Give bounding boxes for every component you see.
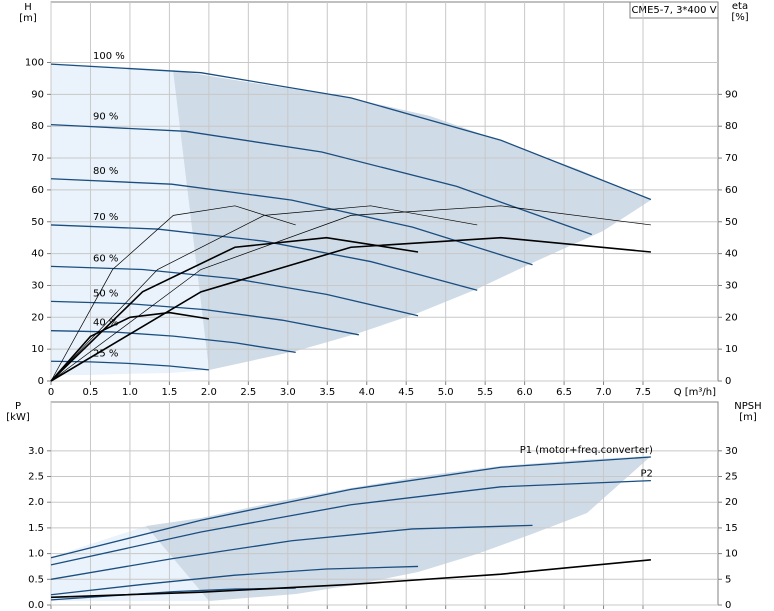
curve: [50, 224, 478, 291]
y-tick-label: 0: [38, 376, 44, 387]
legend-text: CME5-7, 3*400 V: [631, 5, 716, 16]
x-tick-label: 7.0: [596, 387, 612, 398]
y-tick-label: 2.5: [28, 472, 44, 483]
curve: [50, 123, 592, 236]
y-label: H: [24, 2, 32, 13]
x-tick-label: 1.5: [161, 387, 177, 398]
y-tick-label: 3.0: [28, 446, 44, 457]
y-tick-label: 10: [31, 344, 44, 355]
y2-unit: [%]: [731, 12, 748, 23]
y-tick-label: 20: [31, 312, 44, 323]
curve: [50, 565, 419, 596]
curve: [50, 236, 419, 382]
y-unit: [m]: [19, 13, 37, 24]
y2-unit: [m]: [739, 412, 757, 423]
curve: [50, 311, 209, 382]
y-tick-label: 70: [31, 153, 44, 164]
operating-range: [173, 70, 651, 370]
y2-tick-label: 40: [725, 249, 738, 260]
curve: [50, 205, 296, 382]
x-tick-label: 3.5: [319, 387, 335, 398]
curve-label: 60 %: [93, 253, 118, 264]
y-tick-label: 80: [31, 121, 44, 132]
y2-tick-label: 0: [725, 600, 731, 611]
curve: [50, 330, 296, 353]
curve: [50, 205, 478, 382]
curve: [50, 479, 651, 566]
x-tick-label: 0.5: [83, 387, 99, 398]
x-tick-label: 3.0: [280, 387, 296, 398]
y2-tick-label: 15: [725, 523, 738, 534]
y-tick-label: 100: [25, 58, 44, 69]
y2-tick-label: 20: [725, 497, 738, 508]
y2-tick-label: 70: [725, 153, 738, 164]
curve: [50, 63, 652, 201]
y2-tick-label: 5: [725, 574, 731, 585]
y-tick-label: 90: [31, 89, 44, 100]
x-tick-label: 0: [48, 387, 54, 398]
y2-label: NPSH: [734, 401, 761, 412]
y-tick-label: 30: [31, 280, 44, 291]
y2-tick-label: 50: [725, 217, 738, 228]
y2-label: eta: [732, 1, 748, 12]
y2-tick-label: 25: [725, 472, 738, 483]
x-tick-label: 7.5: [635, 387, 651, 398]
curve-label: 80 %: [93, 166, 118, 177]
x-tick-label: 4.5: [398, 387, 414, 398]
x-label: Q [m³/h]: [674, 387, 716, 398]
curve: [50, 558, 651, 599]
y2-tick-label: 90: [725, 89, 738, 100]
curve: [50, 236, 651, 382]
y2-tick-label: 60: [725, 185, 738, 196]
y2-tick-label: 20: [725, 312, 738, 323]
y2-tick-label: 30: [725, 446, 738, 457]
curve-label: 50 %: [93, 288, 118, 299]
x-tick-label: 5.5: [477, 387, 493, 398]
x-tick-label: 1.0: [122, 387, 138, 398]
legend-box: [629, 1, 719, 19]
curve: [50, 524, 533, 580]
y2-tick-label: 30: [725, 280, 738, 291]
curve-label: P1 (motor+freq.converter): [520, 445, 653, 456]
x-tick-label: 6.5: [556, 387, 572, 398]
y-tick-label: 1.0: [28, 549, 44, 560]
x-tick-label: 4.0: [359, 387, 375, 398]
curve-label: 70 %: [93, 212, 118, 223]
curve-label: 100 %: [93, 51, 125, 62]
curve: [50, 265, 419, 317]
y-tick-label: 0.5: [28, 574, 44, 585]
x-tick-label: 5.0: [438, 387, 454, 398]
curve-label: 90 %: [93, 112, 118, 123]
x-tick-label: 6.0: [517, 387, 533, 398]
y-unit: [kW]: [6, 412, 30, 423]
y2-tick-label: 10: [725, 549, 738, 560]
y-tick-label: 60: [31, 185, 44, 196]
y-tick-label: 40: [31, 249, 44, 260]
curve: [50, 178, 533, 266]
y2-tick-label: 80: [725, 121, 738, 132]
y-label: P: [15, 401, 21, 412]
curve: [50, 205, 651, 382]
y2-tick-label: 0: [725, 376, 731, 387]
y-tick-label: 2.0: [28, 497, 44, 508]
curve: [50, 456, 651, 559]
curve-label: 25 %: [93, 348, 118, 359]
y2-tick-label: 10: [725, 344, 738, 355]
curve-label: 40 %: [93, 318, 118, 329]
y-tick-label: 50: [31, 217, 44, 228]
y-tick-label: 1.5: [28, 523, 44, 534]
x-tick-label: 2.5: [240, 387, 256, 398]
y-tick-label: 0.0: [28, 600, 44, 611]
x-tick-label: 2.0: [201, 387, 217, 398]
curve-label: P2: [640, 469, 652, 480]
curve: [50, 300, 359, 336]
